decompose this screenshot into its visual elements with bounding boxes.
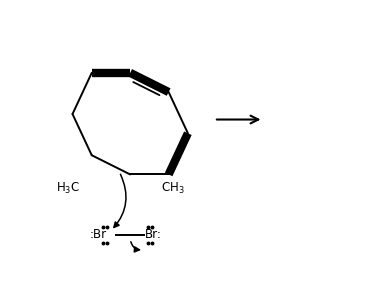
Text: CH$_3$: CH$_3$	[161, 181, 185, 196]
Text: :Br: :Br	[90, 228, 107, 241]
FancyArrowPatch shape	[114, 174, 126, 228]
Text: H$_3$C: H$_3$C	[56, 181, 81, 196]
FancyArrowPatch shape	[131, 242, 140, 252]
Text: Br:: Br:	[145, 228, 162, 241]
